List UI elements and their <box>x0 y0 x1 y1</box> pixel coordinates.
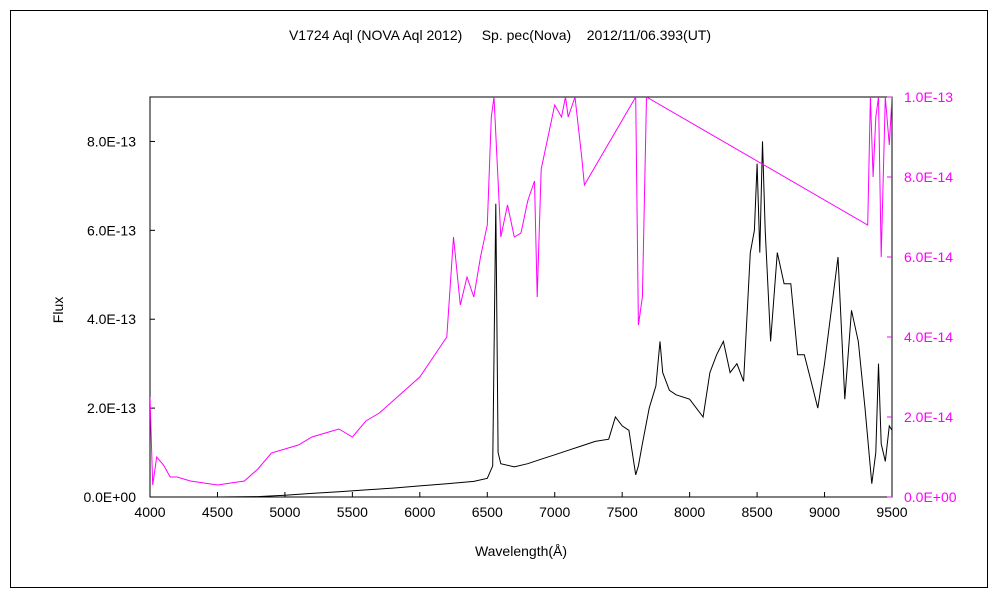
x-tick-label: 4500 <box>202 504 233 520</box>
x-tick-label: 6500 <box>472 504 503 520</box>
left-y-axis-ticks: 0.0E+00 2.0E-13 4.0E-13 6.0E-13 8.0E-13 <box>83 133 155 505</box>
left-y-tick-label: 6.0E-13 <box>87 222 136 238</box>
left-y-tick-label: 4.0E-13 <box>87 311 136 327</box>
left-y-tick-label: 0.0E+00 <box>83 489 136 505</box>
series-group <box>150 97 892 497</box>
x-tick-label: 9000 <box>809 504 840 520</box>
right-y-axis-ticks: 0.0E+00 2.0E-14 4.0E-14 6.0E-14 8.0E-14 1.0E-… <box>887 89 957 505</box>
x-axis-label: Wavelength(Å) <box>475 543 567 559</box>
right-y-tick-label: 1.0E-13 <box>904 89 953 105</box>
plot-area <box>149 96 893 498</box>
x-tick-label: 9500 <box>876 504 907 520</box>
right-y-tick-label: 0.0E+00 <box>904 489 957 505</box>
x-tick-label: 7500 <box>607 504 638 520</box>
right-y-tick-label: 8.0E-14 <box>904 169 953 185</box>
x-tick-label: 8500 <box>742 504 773 520</box>
x-tick-label: 7000 <box>539 504 570 520</box>
right-y-tick-label: 2.0E-14 <box>904 409 953 425</box>
x-tick-label: 4000 <box>134 504 165 520</box>
x-axis-ticks: 4000 4500 5000 5500 6000 6500 7000 7500 8000 8500… <box>134 492 908 520</box>
right-y-tick-label: 6.0E-14 <box>904 249 953 265</box>
magenta-spectrum-line <box>150 97 892 486</box>
chart-frame <box>10 10 988 588</box>
left-y-tick-label: 8.0E-13 <box>87 133 136 149</box>
x-tick-label: 6000 <box>404 504 435 520</box>
black-spectrum-line <box>150 141 892 497</box>
right-y-tick-label: 4.0E-14 <box>904 329 953 345</box>
x-tick-label: 5500 <box>337 504 368 520</box>
y-axis-label: Flux <box>50 297 66 323</box>
x-tick-label: 5000 <box>269 504 300 520</box>
x-tick-label: 8000 <box>674 504 705 520</box>
chart-title: V1724 Aql (NOVA Aql 2012) Sp. pec(Nova) … <box>289 27 711 43</box>
left-y-tick-label: 2.0E-13 <box>87 400 136 416</box>
